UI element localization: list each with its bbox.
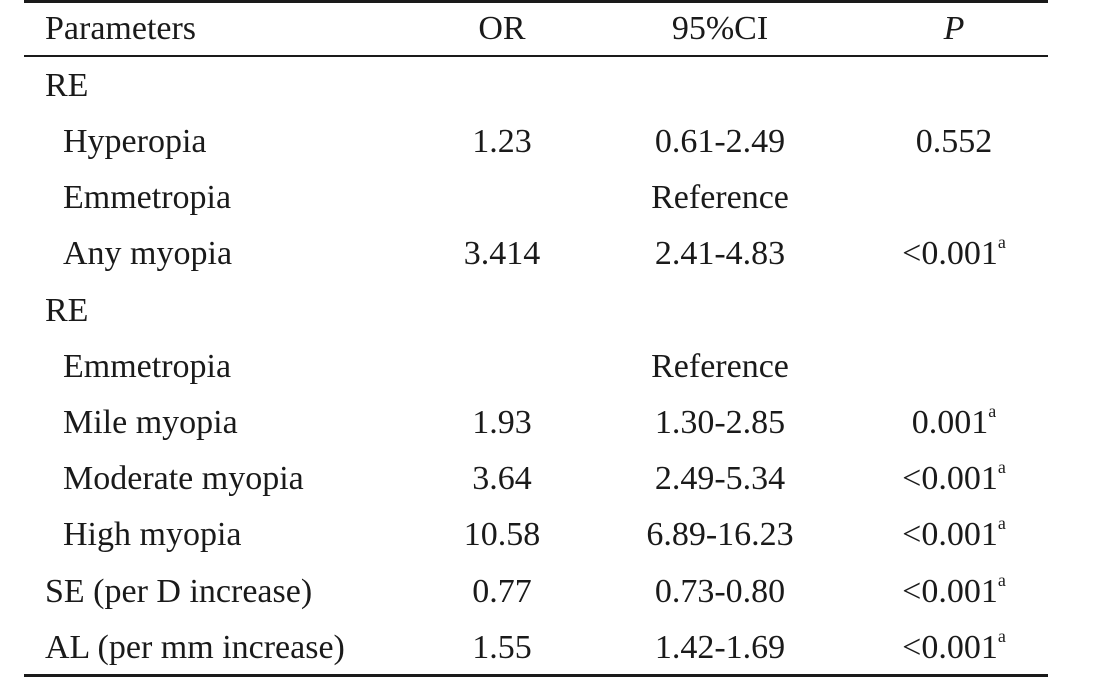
or-value: 1.55 — [472, 629, 532, 666]
or-value: 10.58 — [463, 516, 541, 553]
p-footnote: a — [997, 231, 1006, 252]
top-rule — [24, 0, 1048, 3]
bottom-rule — [24, 674, 1048, 677]
p-footnote: a — [997, 512, 1006, 533]
section-label: RE — [45, 292, 89, 329]
ci-value: 2.41-4.83 — [654, 235, 786, 272]
or-value: 1.23 — [472, 123, 532, 160]
ci-value: 0.73-0.80 — [654, 573, 786, 610]
reference-label: Reference — [651, 179, 789, 216]
ci-value: 1.30-2.85 — [654, 404, 786, 441]
row-label: High myopia — [63, 516, 242, 553]
ci-value: 1.42-1.69 — [654, 629, 786, 666]
row-label: SE (per D increase) — [45, 573, 313, 610]
table-row: High myopia 10.58 6.89-16.23 <0.001a — [24, 507, 1048, 563]
table-row: Emmetropia Reference — [24, 339, 1048, 395]
table-row: Emmetropia Reference — [24, 170, 1048, 226]
p-footnote: a — [997, 569, 1006, 590]
table-row: Moderate myopia 3.64 2.49-5.34 <0.001a — [24, 451, 1048, 507]
p-value: <0.001a — [902, 569, 1006, 610]
p-value: <0.001a — [902, 231, 1006, 272]
header-p: P — [943, 10, 965, 47]
p-footnote: a — [997, 625, 1006, 646]
p-value: 0.001a — [911, 400, 997, 441]
row-label: Emmetropia — [63, 179, 232, 216]
p-value: 0.552 — [915, 123, 993, 160]
p-footnote: a — [988, 400, 997, 421]
header-ci: 95%CI — [671, 10, 769, 47]
ci-value: 0.61-2.49 — [654, 123, 786, 160]
header-or: OR — [478, 10, 526, 47]
row-label: AL (per mm increase) — [45, 629, 345, 666]
row-label: Any myopia — [63, 235, 233, 272]
ci-value: 6.89-16.23 — [646, 516, 794, 553]
table-row: RE — [24, 58, 1048, 114]
section-label: RE — [45, 67, 89, 104]
p-footnote: a — [997, 456, 1006, 477]
table-row: Any myopia 3.414 2.41-4.83 <0.001a — [24, 226, 1048, 282]
p-value: <0.001a — [902, 512, 1006, 553]
or-value: 0.77 — [472, 573, 532, 610]
table-row: Hyperopia 1.23 0.61-2.49 0.552 — [24, 114, 1048, 170]
ci-value: 2.49-5.34 — [654, 460, 786, 497]
header-row: Parameters OR 95%CI P — [24, 1, 1048, 57]
p-value: <0.001a — [902, 456, 1006, 497]
table-row: RE — [24, 283, 1048, 339]
row-label: Hyperopia — [63, 123, 207, 160]
header-parameters: Parameters — [45, 10, 197, 47]
reference-label: Reference — [651, 348, 789, 385]
or-value: 3.414 — [463, 235, 541, 272]
or-value: 3.64 — [472, 460, 532, 497]
header-rule — [24, 55, 1048, 57]
table-row: SE (per D increase) 0.77 0.73-0.80 <0.00… — [24, 564, 1048, 620]
table-row: AL (per mm increase) 1.55 1.42-1.69 <0.0… — [24, 620, 1048, 676]
row-label: Mile myopia — [63, 404, 238, 441]
row-label: Emmetropia — [63, 348, 232, 385]
row-label: Moderate myopia — [63, 460, 304, 497]
or-value: 1.93 — [472, 404, 532, 441]
table-row: Mile myopia 1.93 1.30-2.85 0.001a — [24, 395, 1048, 451]
p-value: <0.001a — [902, 625, 1006, 666]
